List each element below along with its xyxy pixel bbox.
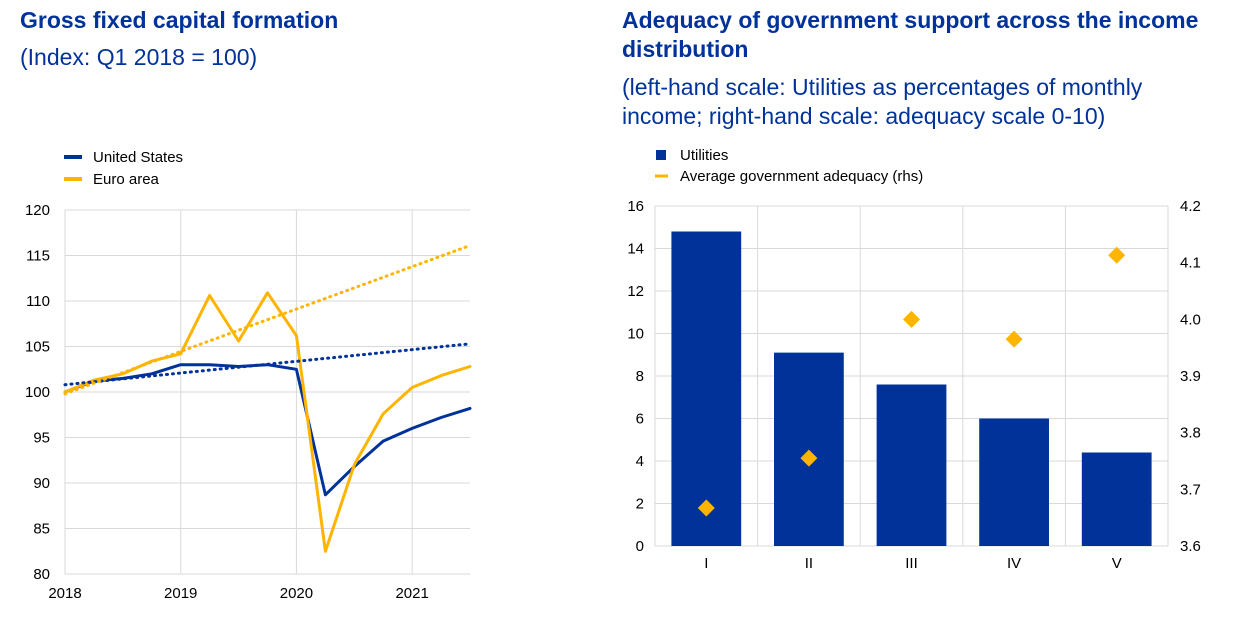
y-left-tick-label: 2 — [636, 496, 644, 513]
legend-label: United States — [93, 149, 183, 166]
diamond-II — [800, 449, 818, 467]
y-right-tick-label: 4.0 — [1180, 311, 1201, 328]
x-tick-label: 2019 — [164, 585, 197, 602]
y-left-tick-label: 16 — [627, 198, 644, 215]
legend-label: Euro area — [93, 171, 160, 188]
bar-V — [1081, 452, 1152, 546]
legend-label: Average government adequacy (rhs) — [680, 168, 923, 185]
y-tick-label: 95 — [33, 430, 50, 447]
x-tick-label: IV — [1007, 555, 1021, 572]
x-tick-label: 2020 — [280, 585, 313, 602]
trend-line-3 — [63, 244, 472, 396]
bar-IV — [979, 418, 1049, 546]
y-tick-label: 115 — [26, 248, 50, 265]
bar-II — [774, 352, 844, 546]
y-tick-label: 120 — [25, 202, 50, 219]
y-left-tick-label: 10 — [627, 326, 644, 343]
y-right-tick-label: 3.6 — [1180, 538, 1201, 555]
y-right-tick-label: 4.1 — [1180, 255, 1201, 272]
legend-swatch-bar — [656, 150, 666, 160]
x-tick-label: III — [905, 555, 918, 572]
left-chart-subtitle: (Index: Q1 2018 = 100) — [20, 44, 258, 70]
x-tick-label: 2018 — [48, 585, 81, 602]
series-line-1 — [63, 291, 472, 553]
y-right-tick-label: 3.7 — [1180, 481, 1201, 498]
y-tick-label: 85 — [33, 521, 50, 538]
y-left-tick-label: 6 — [636, 411, 644, 428]
gfcf-line-chart: 80 85 90 95 100 105 110 115 120 2018 2019 2020 2021 U… — [25, 149, 472, 602]
diamond-IV — [1005, 330, 1023, 348]
right-chart-subtitle: (left-hand scale: Utilities as percentag… — [622, 74, 1143, 129]
bar-III — [876, 384, 947, 546]
y-tick-label: 90 — [33, 475, 50, 492]
x-tick-label: I — [704, 555, 708, 572]
bar-I — [671, 231, 742, 546]
y-tick-label: 110 — [26, 293, 50, 310]
y-left-tick-label: 4 — [636, 453, 644, 470]
diamond-III — [903, 310, 920, 328]
x-tick-label: 2021 — [395, 585, 428, 602]
y-tick-label: 105 — [25, 339, 50, 356]
y-left-tick-label: 8 — [636, 368, 644, 385]
y-right-tick-label: 4.2 — [1180, 198, 1201, 215]
trend-line-2 — [63, 342, 472, 387]
y-right-tick-label: 3.9 — [1180, 368, 1201, 385]
x-tick-label: II — [805, 555, 813, 572]
series-line-0 — [63, 363, 472, 497]
diamond-V — [1108, 246, 1126, 264]
legend-label: Utilities — [680, 147, 728, 164]
x-tick-label: V — [1112, 555, 1122, 572]
y-tick-label: 80 — [33, 566, 50, 583]
diamond-I — [697, 499, 715, 517]
y-tick-label: 100 — [25, 384, 50, 401]
right-chart-title: Adequacy of government support across th… — [622, 7, 1199, 62]
left-chart-title: Gross fixed capital formation — [20, 7, 339, 33]
y-left-tick-label: 14 — [627, 241, 644, 258]
y-left-tick-label: 12 — [627, 283, 644, 300]
y-left-tick-label: 0 — [636, 538, 644, 555]
y-right-tick-label: 3.8 — [1180, 425, 1201, 442]
